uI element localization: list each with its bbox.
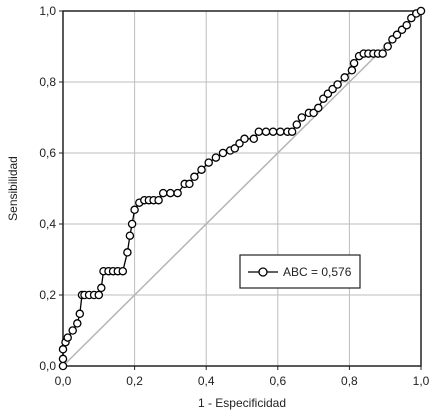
roc-point [125, 231, 135, 240]
roc-point [63, 333, 72, 342]
roc-point [190, 172, 199, 182]
roc-point [97, 283, 106, 293]
roc-point [230, 144, 240, 153]
roc-point [130, 205, 139, 215]
roc-point [173, 188, 182, 198]
roc-point [75, 309, 85, 319]
roc-point [185, 179, 194, 189]
roc-point [254, 127, 264, 136]
roc-point [123, 248, 132, 257]
roc-point [314, 103, 323, 113]
roc-point [340, 73, 349, 82]
x-tick-label: 0,2 [126, 374, 143, 388]
legend: ABC = 0,576 [239, 254, 361, 289]
roc-point [68, 326, 77, 335]
legend-label: ABC = 0,576 [283, 265, 352, 279]
y-tick-label: 0,6 [39, 146, 56, 160]
roc-point [276, 127, 285, 136]
roc-point [58, 361, 68, 371]
roc-point [333, 80, 342, 89]
y-tick-label: 1,0 [39, 4, 56, 18]
y-tick-label: 0,8 [39, 75, 56, 89]
roc-point [127, 219, 137, 229]
roc-point [240, 134, 249, 144]
plot-frame [62, 10, 422, 367]
roc-point [268, 127, 278, 136]
y-tick-label: 0,2 [39, 288, 56, 302]
roc-point [58, 354, 68, 364]
roc-point [392, 30, 402, 40]
roc-point [154, 195, 163, 205]
x-tick-label: 1,0 [413, 374, 430, 388]
roc-point [197, 165, 206, 174]
x-tick-label: 0,0 [55, 374, 72, 388]
x-axis-ticks: 0,0 0,2 0,4 0,6 0,8 1,0 [55, 366, 430, 388]
roc-point [94, 290, 104, 300]
y-tick-label: 0,4 [39, 217, 56, 231]
roc-point [58, 345, 68, 354]
roc-point [319, 94, 328, 103]
roc-point [158, 188, 168, 198]
roc-point [118, 266, 128, 276]
y-axis-label: Sensibilidad [6, 156, 20, 221]
x-tick-label: 0,8 [341, 374, 358, 388]
roc-point [292, 120, 302, 129]
roc-point [347, 66, 357, 75]
roc-point [249, 134, 259, 144]
roc-point [297, 113, 307, 122]
x-axis-label: 1 - Especificidad [198, 396, 286, 410]
y-tick-label: 0,0 [39, 359, 56, 373]
roc-point [383, 42, 392, 51]
grid [63, 11, 421, 366]
roc-point [349, 58, 359, 68]
roc-point [309, 108, 318, 118]
roc-point [416, 6, 426, 16]
roc-point [218, 148, 228, 158]
roc-point [402, 20, 411, 30]
roc-point [166, 188, 175, 198]
roc-point [378, 49, 387, 58]
roc-point [287, 127, 297, 136]
roc-point [328, 84, 337, 94]
roc-curve-points [58, 6, 426, 371]
roc-point [204, 158, 213, 167]
roc-point [235, 139, 244, 148]
x-tick-label: 0,4 [198, 374, 215, 388]
y-axis-ticks: 0,0 0,2 0,4 0,6 0,8 1,0 [39, 4, 63, 373]
roc-point [211, 153, 221, 162]
roc-point [261, 127, 271, 136]
legend-marker [258, 267, 268, 277]
reference-diagonal-line [62, 10, 422, 367]
roc-point [407, 13, 416, 23]
roc-point [73, 319, 82, 328]
x-tick-label: 0,6 [269, 374, 286, 388]
